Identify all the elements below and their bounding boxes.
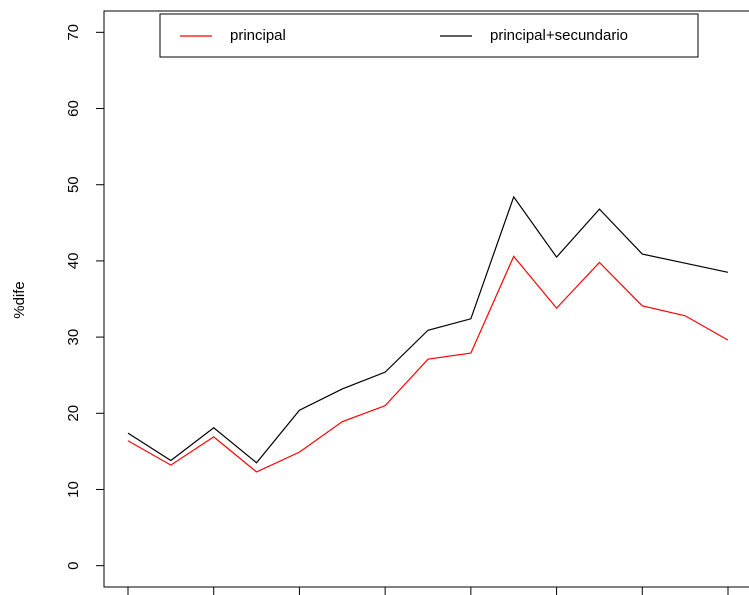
y-tick-label: 60 xyxy=(65,100,82,117)
y-tick-label: 0 xyxy=(65,561,82,569)
plot-box xyxy=(103,10,749,588)
y-tick-label: 40 xyxy=(65,253,82,270)
y-tick-label: 30 xyxy=(65,329,82,346)
legend-box xyxy=(159,13,699,58)
y-tick-label: 10 xyxy=(65,481,82,498)
y-tick-label: 50 xyxy=(65,176,82,193)
legend-label: principal xyxy=(230,27,286,44)
y-axis-label: %dife xyxy=(11,281,28,319)
series-line xyxy=(127,255,729,473)
y-tick-label: 70 xyxy=(65,24,82,41)
series-line xyxy=(127,195,729,464)
legend: principal principal+secundario xyxy=(159,13,699,58)
y-tick-label: 20 xyxy=(65,405,82,422)
legend-label: principal+secundario xyxy=(490,27,628,44)
